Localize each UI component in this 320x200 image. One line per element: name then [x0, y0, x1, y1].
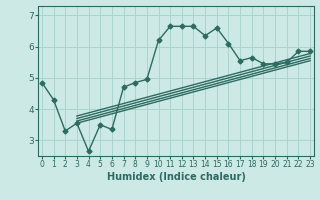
- X-axis label: Humidex (Indice chaleur): Humidex (Indice chaleur): [107, 172, 245, 182]
